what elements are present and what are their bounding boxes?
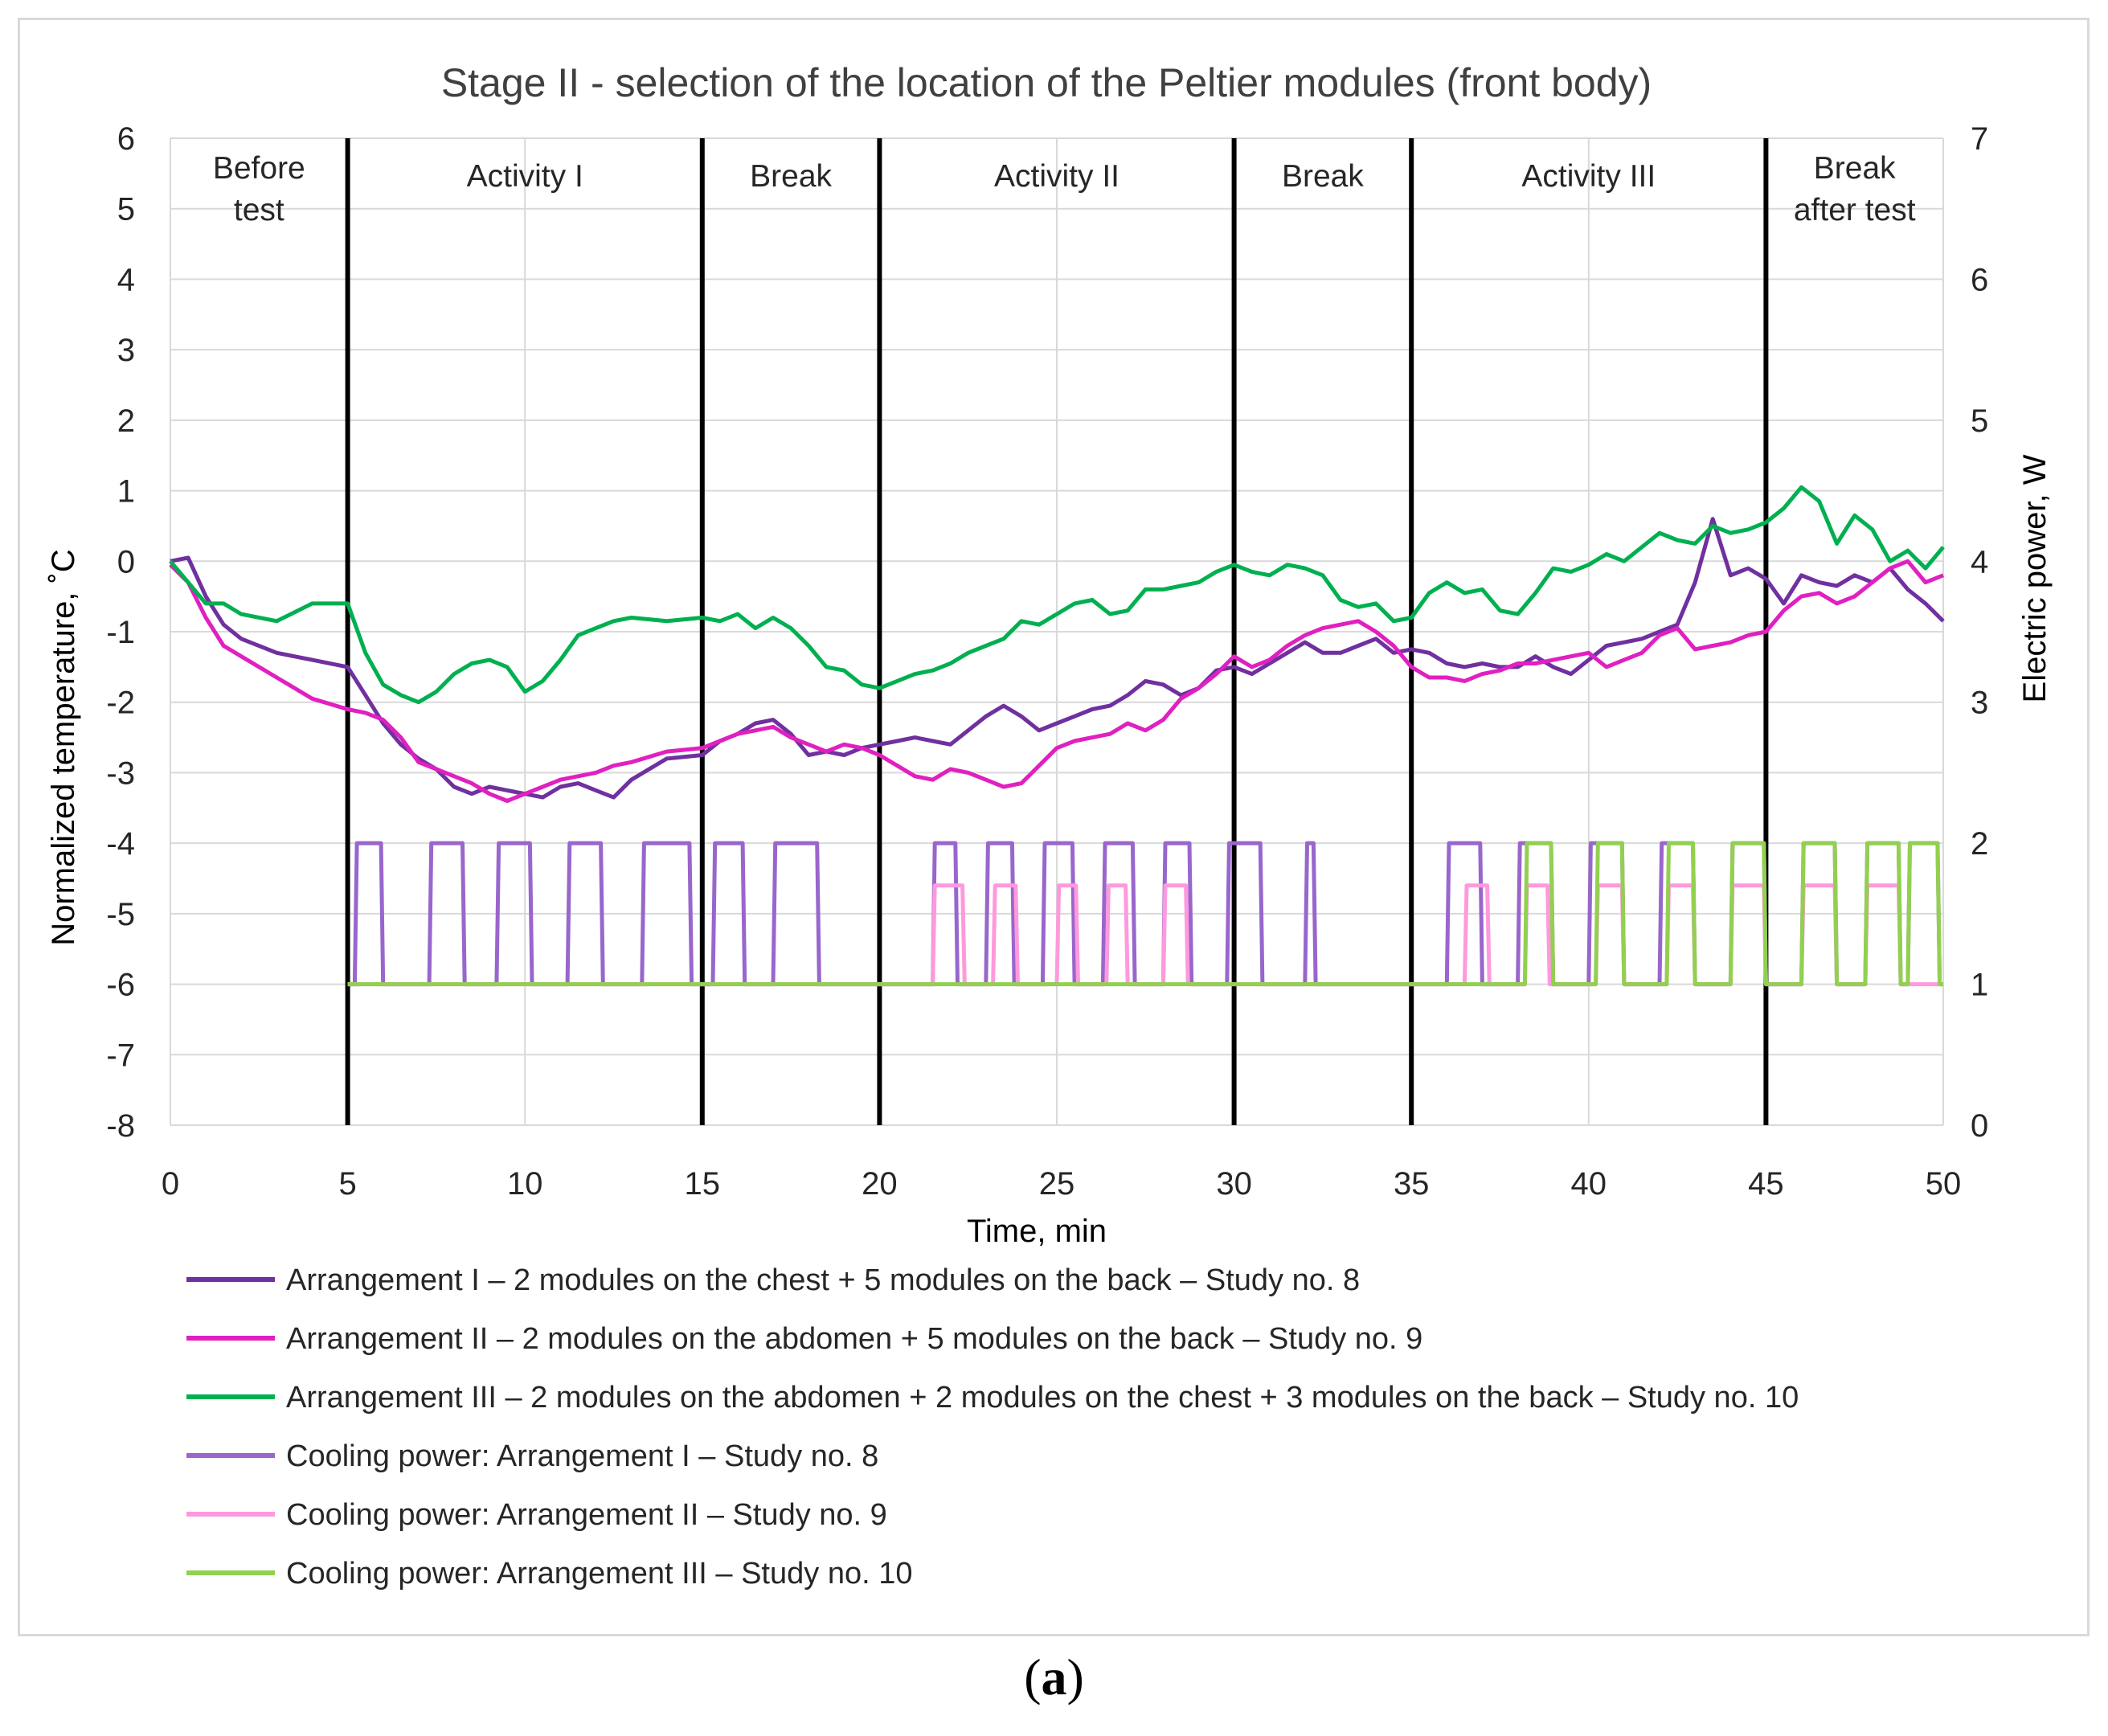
x-tick-label: 25 (1039, 1166, 1075, 1202)
y-tick-label: 2 (117, 403, 135, 439)
y2-tick-label: 3 (1971, 686, 1988, 721)
y-tick-label: -5 (106, 897, 135, 932)
x-tick-label: 35 (1394, 1166, 1430, 1202)
legend-entry: Cooling power: Arrangement I – Study no.… (286, 1439, 878, 1473)
legend-entry: Arrangement II – 2 modules on the abdome… (286, 1322, 1422, 1356)
y-tick-label: -6 (106, 968, 135, 1003)
y2-tick-label: 1 (1971, 968, 1988, 1003)
phase-label: Break (750, 159, 832, 194)
phase-labels: Before test Activity I Break Activity II Brea… (213, 151, 1916, 227)
x-tick-label: 40 (1571, 1166, 1607, 1202)
phase-label: Break after test (1794, 151, 1916, 227)
phase-label: Activity I (467, 159, 583, 194)
y-tick-label: -4 (106, 826, 135, 862)
power-series (347, 841, 1943, 987)
x-tick-label: 50 (1926, 1166, 1962, 1202)
legend: Arrangement I – 2 modules on the chest +… (186, 1263, 1799, 1591)
y-axis-label: Normalized temperature, ˚C (46, 549, 81, 946)
x-tick-label: 45 (1748, 1166, 1784, 1202)
temperature-series (169, 485, 1945, 803)
y-tick-label: 5 (117, 192, 135, 227)
y-tick-label: -2 (106, 686, 135, 721)
y2-axis-ticks: 7 6 5 4 3 2 1 0 (1971, 121, 1988, 1144)
temperature-series-line (170, 517, 1945, 800)
temperature-series-line (169, 485, 1945, 705)
y2-tick-label: 0 (1971, 1108, 1988, 1144)
phase-label: Break (1282, 159, 1364, 194)
y2-tick-label: 6 (1971, 262, 1988, 297)
y-tick-label: -3 (106, 755, 135, 791)
y2-tick-label: 5 (1971, 403, 1988, 439)
temperature-series-line (169, 559, 1944, 803)
y2-axis-label: Electric power, W (2017, 454, 2053, 702)
y2-tick-label: 7 (1971, 121, 1988, 157)
y-tick-label: 6 (117, 121, 135, 157)
y-tick-label: 4 (117, 262, 135, 297)
x-axis-ticks: 0 5 10 15 20 25 30 35 40 45 50 (162, 1166, 1961, 1202)
x-tick-label: 15 (685, 1166, 721, 1202)
y-axis-ticks: 6 5 4 3 2 1 0 -1 -2 -3 -4 -5 -6 -7 -8 (106, 121, 135, 1144)
x-tick-label: 5 (338, 1166, 356, 1202)
x-tick-label: 10 (507, 1166, 543, 1202)
chart-frame (18, 18, 2090, 1636)
x-tick-label: 20 (862, 1166, 898, 1202)
y-tick-label: -1 (106, 615, 135, 650)
legend-entry: Cooling power: Arrangement III – Study n… (286, 1557, 912, 1591)
chart: Stage II - selection of the location of … (46, 60, 2053, 1591)
legend-entry: Arrangement III – 2 modules on the abdom… (286, 1381, 1799, 1415)
x-tick-label: 30 (1216, 1166, 1252, 1202)
y-tick-label: 1 (117, 474, 135, 510)
phase-label: Activity II (994, 159, 1119, 194)
x-axis-label: Time, min (967, 1214, 1107, 1249)
power-series-line (347, 883, 1943, 987)
legend-entry: Cooling power: Arrangement II – Study no… (286, 1498, 887, 1532)
phase-boundaries (345, 138, 1769, 1125)
y2-tick-label: 4 (1971, 544, 1988, 579)
chart-title: Stage II - selection of the location of … (441, 60, 1652, 105)
phase-label: Activity III (1521, 159, 1656, 194)
y-tick-label: 0 (117, 544, 135, 579)
power-series-line (347, 841, 1943, 987)
x-tick-label: 0 (162, 1166, 179, 1202)
y2-tick-label: 2 (1971, 826, 1988, 862)
figure-caption: (a) (1024, 1648, 1084, 1705)
y-tick-label: -7 (106, 1038, 135, 1073)
legend-entry: Arrangement I – 2 modules on the chest +… (286, 1263, 1360, 1297)
phase-label: Before test (213, 151, 305, 227)
y-tick-label: 3 (117, 333, 135, 368)
y-tick-label: -8 (106, 1108, 135, 1144)
